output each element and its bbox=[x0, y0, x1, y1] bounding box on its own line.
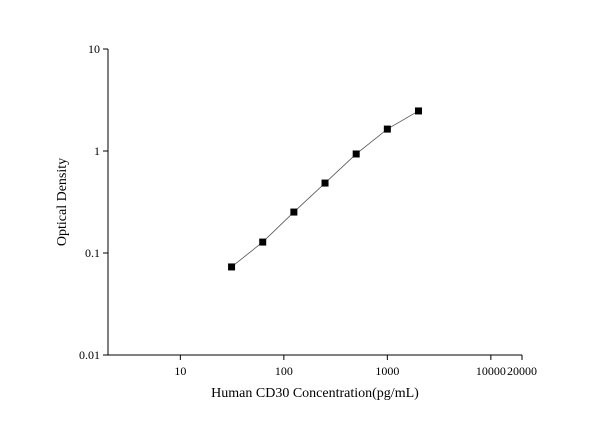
y-tick-label: 1 bbox=[94, 144, 100, 158]
x-axis-title: Human CD30 Concentration(pg/mL) bbox=[211, 386, 419, 401]
data-point bbox=[228, 263, 236, 271]
data-point bbox=[321, 179, 329, 187]
x-tick-label: 10 bbox=[174, 364, 186, 378]
x-tick-label: 100 bbox=[275, 364, 293, 378]
y-axis-title: Optical Density bbox=[55, 158, 70, 246]
x-tick-label: 10000 bbox=[476, 364, 506, 378]
y-tick-label: 0.1 bbox=[85, 246, 100, 260]
data-point bbox=[290, 208, 298, 216]
data-point bbox=[415, 107, 422, 115]
x-tick-label: 20000 bbox=[507, 364, 537, 378]
data-point bbox=[259, 238, 267, 246]
y-tick-label: 0.01 bbox=[79, 348, 100, 362]
y-tick-label: 10 bbox=[88, 42, 100, 56]
x-tick-label: 1000 bbox=[375, 364, 399, 378]
data-point bbox=[383, 125, 391, 133]
data-point bbox=[352, 150, 360, 158]
